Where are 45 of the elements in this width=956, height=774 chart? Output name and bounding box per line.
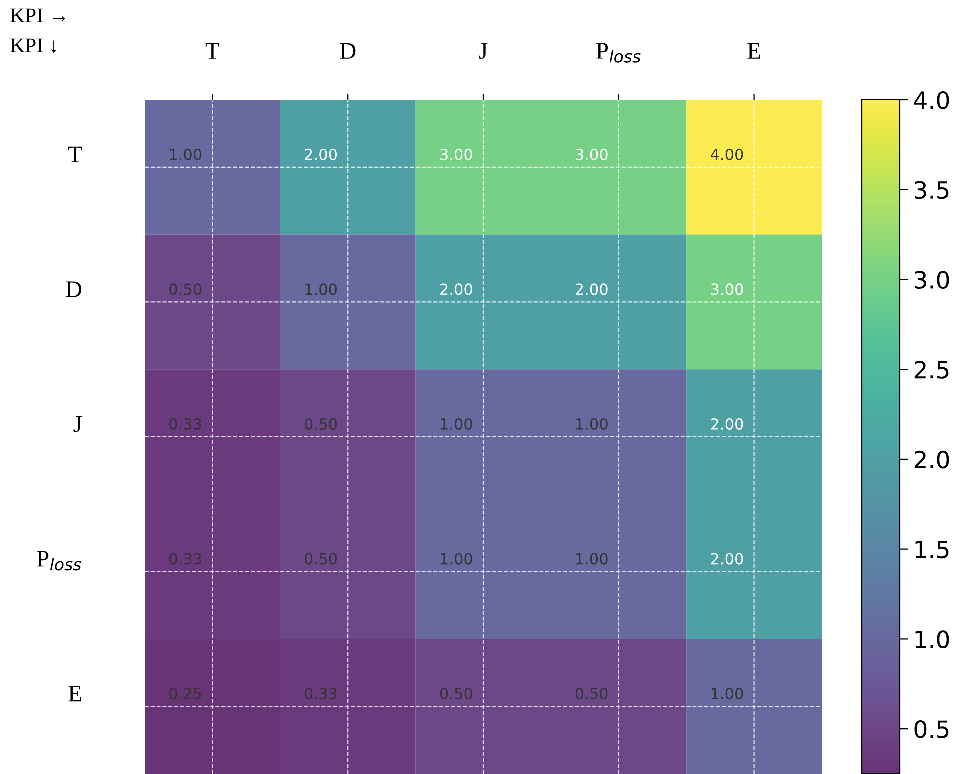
color-bar-label: 3.0 <box>914 271 950 290</box>
data-label: 0.25 <box>170 688 202 700</box>
data-label: 3.00 <box>440 148 472 160</box>
y-tick-label: T <box>68 146 82 162</box>
x-tick-label: E <box>748 43 760 59</box>
data-label: 1.00 <box>441 553 472 565</box>
data-label: 3.00 <box>711 284 744 296</box>
data-label: 1.00 <box>441 418 472 430</box>
data-label: 0.50 <box>440 688 472 700</box>
color-bar-label: 0.5 <box>914 720 949 738</box>
data-label: 2.00 <box>711 418 744 430</box>
x-tick-label: J <box>479 43 488 60</box>
x-tick-label: T <box>206 43 220 59</box>
data-label: 3.00 <box>576 148 608 160</box>
data-label: 1.00 <box>576 418 608 430</box>
data-label: 0.33 <box>305 688 337 700</box>
color-bar-label: 2.0 <box>914 450 950 469</box>
data-label: 1.00 <box>306 284 338 296</box>
color-bar-label: 2.5 <box>914 361 949 379</box>
data-label: 0.50 <box>576 688 608 700</box>
data-label: 2.00 <box>711 553 744 565</box>
color-bar-label: 3.5 <box>914 181 949 200</box>
color-bar-label: 1.5 <box>916 541 949 559</box>
data-label: 0.50 <box>305 418 338 430</box>
data-label: 1.00 <box>576 553 608 565</box>
color-bar-label: 1.0 <box>916 630 950 649</box>
y-tick-label: E <box>68 686 82 702</box>
y-tick-label: P$_{loss}$ <box>37 551 82 571</box>
x-tick-label: D <box>340 43 356 59</box>
color-bar-label: 4.0 <box>914 91 950 110</box>
data-label: 2.00 <box>305 148 338 160</box>
data-label: 2.00 <box>576 284 608 296</box>
text: KPI ↓ <box>10 38 56 54</box>
data-label: 0.50 <box>170 284 202 296</box>
data-label: 4.00 <box>710 148 744 160</box>
data-label: 0.33 <box>170 553 202 565</box>
y-tick-label: J <box>74 416 82 432</box>
data-label: 1.00 <box>170 148 202 160</box>
data-label: 0.33 <box>170 418 202 430</box>
data-label: 2.00 <box>440 284 472 296</box>
text: KPI → <box>10 8 66 22</box>
y-tick-label: D <box>66 282 82 298</box>
x-tick-label: P$_{loss}$ <box>596 43 641 63</box>
data-label: 0.50 <box>305 553 338 565</box>
data-label: 1.00 <box>712 688 744 700</box>
